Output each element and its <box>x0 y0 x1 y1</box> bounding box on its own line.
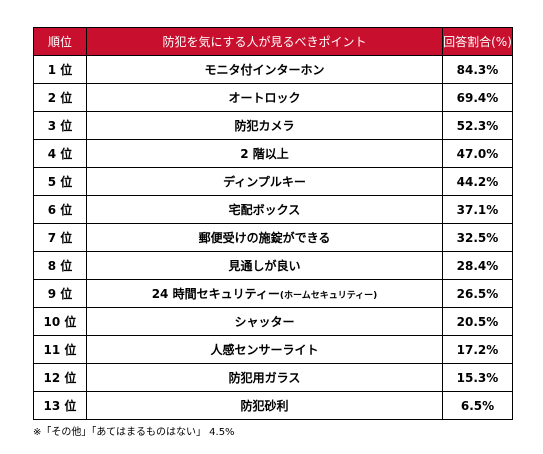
table-row: 6 位 宅配ボックス 37.1% <box>33 195 513 224</box>
rank-cell: 3 位 <box>33 111 87 140</box>
header-rank: 順位 <box>33 27 87 56</box>
header-percent: 回答割合(%) <box>442 27 513 56</box>
table-row: 12 位 防犯用ガラス 15.3% <box>33 363 513 392</box>
rank-cell: 6 位 <box>33 195 87 224</box>
point-label: 人感センサーライト <box>210 343 319 357</box>
point-label: オートロック <box>228 91 301 105</box>
point-cell: ディンプルキー <box>86 167 443 196</box>
point-cell: 見通しが良い <box>86 251 443 280</box>
header-point: 防犯を気にする人が見るべきポイント <box>86 27 443 56</box>
point-cell: 防犯カメラ <box>86 111 443 140</box>
rank-cell: 8 位 <box>33 251 87 280</box>
point-cell: 2 階以上 <box>86 139 443 168</box>
rank-cell: 9 位 <box>33 279 87 308</box>
point-cell: モニタ付インターホン <box>86 55 443 84</box>
point-label: シャッター <box>234 315 295 329</box>
rank-cell: 2 位 <box>33 83 87 112</box>
table-row: 4 位 2 階以上 47.0% <box>33 139 513 168</box>
point-cell: 防犯用ガラス <box>86 363 443 392</box>
point-label: 2 階以上 <box>240 147 289 161</box>
table-row: 3 位 防犯カメラ 52.3% <box>33 111 513 140</box>
point-label: 見通しが良い <box>228 259 301 273</box>
table-row: 13 位 防犯砂利 6.5% <box>33 391 513 420</box>
percent-cell: 26.5% <box>442 279 513 308</box>
percent-cell: 44.2% <box>442 167 513 196</box>
point-label: 防犯カメラ <box>234 119 295 133</box>
rank-cell: 12 位 <box>33 363 87 392</box>
rank-cell: 13 位 <box>33 391 87 420</box>
table-row: 5 位 ディンプルキー 44.2% <box>33 167 513 196</box>
rank-cell: 5 位 <box>33 167 87 196</box>
footnote: ※「その他」「あてはまるものはない」 4.5% <box>33 427 235 438</box>
percent-cell: 6.5% <box>442 391 513 420</box>
rank-cell: 10 位 <box>33 307 87 336</box>
point-cell: 防犯砂利 <box>86 391 443 420</box>
percent-cell: 20.5% <box>442 307 513 336</box>
percent-cell: 84.3% <box>442 55 513 84</box>
point-label: 防犯用ガラス <box>228 371 301 385</box>
rank-cell: 7 位 <box>33 223 87 252</box>
table-row: 1 位 モニタ付インターホン 84.3% <box>33 55 513 84</box>
point-sublabel: (ホームセキュリティー) <box>279 291 378 301</box>
table-row: 7 位 郵便受けの施錠ができる 32.5% <box>33 223 513 252</box>
percent-cell: 32.5% <box>442 223 513 252</box>
percent-cell: 15.3% <box>442 363 513 392</box>
point-cell: 人感センサーライト <box>86 335 443 364</box>
point-label: 防犯砂利 <box>240 399 289 413</box>
ranking-table-container: 順位 防犯を気にする人が見るべきポイント 回答割合(%) 1 位 モニタ付インター… <box>33 27 513 438</box>
percent-cell: 28.4% <box>442 251 513 280</box>
percent-cell: 47.0% <box>442 139 513 168</box>
point-label: モニタ付インターホン <box>204 63 325 77</box>
percent-cell: 69.4% <box>442 83 513 112</box>
point-cell: シャッター <box>86 307 443 336</box>
table-row: 8 位 見通しが良い 28.4% <box>33 251 513 280</box>
point-cell: 24 時間セキュリティー(ホームセキュリティー) <box>86 279 443 308</box>
table-row: 11 位 人感センサーライト 17.2% <box>33 335 513 364</box>
table-header-row: 順位 防犯を気にする人が見るべきポイント 回答割合(%) <box>33 27 513 56</box>
ranking-table: 順位 防犯を気にする人が見るべきポイント 回答割合(%) 1 位 モニタ付インター… <box>33 27 513 420</box>
rank-cell: 1 位 <box>33 55 87 84</box>
rank-cell: 11 位 <box>33 335 87 364</box>
percent-cell: 37.1% <box>442 195 513 224</box>
point-cell: 郵便受けの施錠ができる <box>86 223 443 252</box>
point-cell: オートロック <box>86 83 443 112</box>
point-label: 郵便受けの施錠ができる <box>198 231 331 245</box>
point-label: 24 時間セキュリティー <box>151 287 280 301</box>
table-body: 1 位 モニタ付インターホン 84.3% 2 位 オートロック 69.4% 3 位 防犯カメラ… <box>33 55 513 420</box>
rank-cell: 4 位 <box>33 139 87 168</box>
point-label: ディンプルキー <box>223 175 306 189</box>
table-row: 10 位 シャッター 20.5% <box>33 307 513 336</box>
table-row: 2 位 オートロック 69.4% <box>33 83 513 112</box>
percent-cell: 52.3% <box>442 111 513 140</box>
table-row: 9 位 24 時間セキュリティー(ホームセキュリティー) 26.5% <box>33 279 513 308</box>
point-cell: 宅配ボックス <box>86 195 443 224</box>
percent-cell: 17.2% <box>442 335 513 364</box>
point-label: 宅配ボックス <box>228 203 301 217</box>
